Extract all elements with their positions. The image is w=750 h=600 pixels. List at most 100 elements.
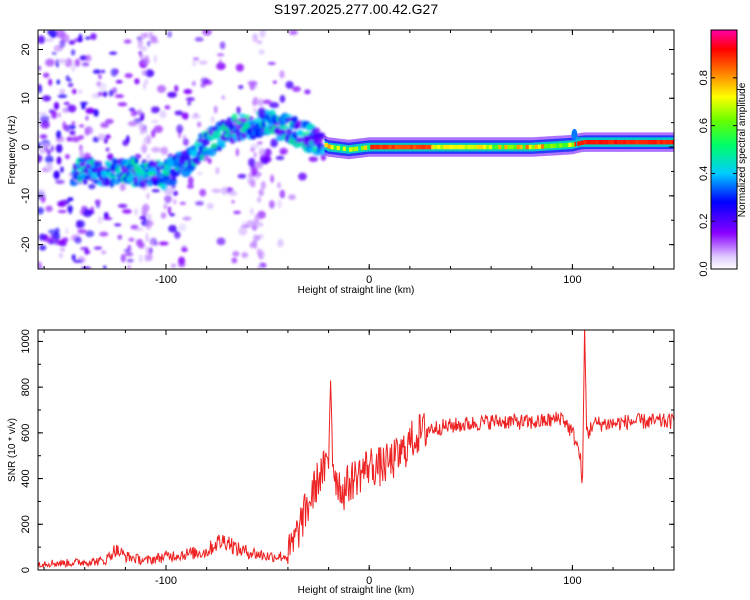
snr-y-ticks: 0 200 400 600 800 1000 (20, 329, 674, 573)
stripe-blob (257, 196, 261, 203)
band-core (650, 139, 655, 145)
snr-x-ticks: -100 0 100 (43, 330, 655, 587)
band-core (644, 139, 649, 145)
band-core (607, 139, 612, 145)
band-core (641, 139, 645, 145)
noise-blob (105, 147, 110, 152)
band-core (583, 139, 588, 145)
noise-blob (69, 130, 76, 136)
spectrogram-y-tick-label: -10 (20, 188, 32, 204)
stray-blob (257, 107, 266, 117)
noise-blob (117, 203, 128, 209)
noise-blob (191, 60, 197, 67)
band-spike (571, 128, 578, 141)
noise-blob (45, 155, 54, 164)
ridge-blob (69, 180, 78, 187)
noise-blob (64, 58, 73, 68)
noise-blob (241, 251, 249, 259)
noise-blob (187, 176, 194, 186)
noise-blob (182, 138, 189, 146)
ridge-blob (319, 132, 326, 140)
stripe-blob (259, 30, 266, 38)
noise-blob (277, 238, 284, 248)
noise-blob (167, 30, 172, 38)
noise-blob (150, 119, 159, 123)
stripe-blob (260, 181, 266, 190)
noise-blob (151, 188, 161, 193)
noise-blob (101, 69, 106, 74)
noise-blob (186, 183, 194, 189)
band-core (492, 144, 496, 150)
band-core (373, 144, 377, 150)
band-core (635, 139, 639, 145)
stray-blob (304, 89, 311, 95)
noise-blob (123, 39, 132, 44)
band-core (504, 144, 508, 150)
spectrogram-x-tick-label: -100 (155, 274, 177, 286)
noise-blob (71, 136, 81, 143)
noise-blob (206, 202, 214, 210)
snr-x-axis-label: Height of straight line (km) (298, 585, 415, 596)
noise-blob (268, 200, 275, 209)
colorbar-tick-label: 0.8 (698, 70, 710, 85)
noise-blob (187, 101, 191, 106)
noise-blob (46, 149, 51, 156)
noise-blob (115, 80, 123, 84)
stripe-blob (148, 31, 154, 40)
band-core (376, 144, 380, 150)
noise-blob (56, 79, 60, 85)
band-core (327, 144, 332, 149)
band-core (428, 144, 432, 150)
noise-blob (147, 40, 151, 47)
noise-blob (207, 157, 212, 164)
stripe-blob (140, 32, 146, 40)
band-core (620, 139, 624, 145)
noise-blob (79, 149, 84, 159)
band-core (595, 139, 600, 145)
noise-blob (179, 201, 186, 205)
stripe-blob (258, 98, 264, 107)
band-core (336, 145, 341, 151)
noise-blob (39, 114, 50, 124)
snr-y-tick-label: 0 (20, 567, 32, 573)
snr-x-tick-label: -100 (155, 575, 177, 587)
ridge-blob (78, 157, 88, 163)
stripe-blob (255, 172, 260, 180)
noise-blob (48, 229, 57, 235)
noise-blob (151, 129, 156, 138)
stray-blob (237, 173, 247, 179)
noise-blob (81, 62, 90, 67)
noise-blob (65, 227, 69, 235)
noise-blob (168, 224, 178, 233)
noise-blob (173, 230, 181, 239)
band-core (611, 139, 615, 145)
noise-blob (216, 237, 226, 246)
spectrogram-ridge (324, 128, 674, 160)
noise-blob (74, 58, 81, 67)
spectrogram-blobs (38, 30, 327, 269)
noise-blob (100, 122, 110, 129)
band-core (671, 139, 674, 145)
noise-blob (64, 153, 70, 160)
noise-blob (75, 219, 83, 229)
noise-blob (68, 40, 76, 45)
band-core (455, 144, 460, 150)
band-core (345, 146, 350, 152)
ridge-blob (220, 142, 226, 149)
noise-blob (221, 186, 228, 196)
stray-blob (275, 155, 285, 161)
noise-blob (84, 127, 90, 136)
noise-blob (200, 82, 206, 88)
noise-blob (45, 58, 55, 67)
noise-blob (213, 105, 218, 114)
colorbar-frame (710, 29, 738, 270)
noise-blob (112, 87, 118, 94)
ridge-blob (79, 161, 86, 167)
ridge-blob (82, 179, 88, 185)
noise-blob (88, 183, 96, 190)
noise-blob (185, 97, 195, 102)
noise-blob (103, 138, 108, 144)
stray-blob (279, 129, 286, 135)
noise-blob (59, 252, 63, 259)
stripe-blob (256, 248, 262, 257)
